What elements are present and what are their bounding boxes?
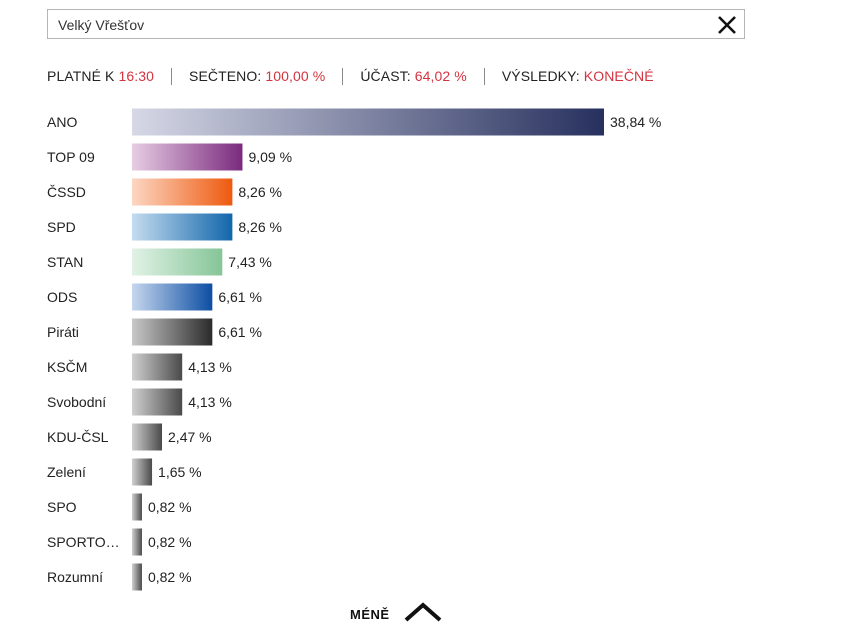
show-less-label: MÉNĚ bbox=[350, 607, 390, 622]
result-bar bbox=[132, 458, 153, 486]
result-bar bbox=[132, 423, 163, 451]
result-bar bbox=[132, 178, 233, 206]
status-valid-at: PLATNÉ K 16:30 bbox=[47, 68, 154, 84]
result-value-label: 4,13 % bbox=[188, 394, 232, 410]
municipality-search-field[interactable]: Velký Vřešťov bbox=[47, 9, 745, 39]
search-value: Velký Vřešťov bbox=[58, 17, 145, 33]
result-value-label: 7,43 % bbox=[228, 254, 272, 270]
party-label: Piráti bbox=[47, 324, 79, 340]
status-turnout-value: 64,02 % bbox=[414, 68, 467, 84]
party-label: KDU-ČSL bbox=[47, 429, 109, 445]
result-value-label: 6,61 % bbox=[218, 289, 262, 305]
status-turnout: ÚČAST: 64,02 % bbox=[360, 68, 466, 84]
party-label: Svobodní bbox=[47, 394, 106, 410]
party-label: SPD bbox=[47, 219, 76, 235]
status-divider bbox=[483, 67, 485, 85]
result-bar bbox=[132, 248, 223, 276]
result-bar bbox=[132, 283, 213, 311]
result-value-label: 9,09 % bbox=[248, 149, 292, 165]
result-bar bbox=[132, 563, 142, 591]
result-bar bbox=[132, 213, 233, 241]
party-label: KSČM bbox=[47, 359, 87, 375]
party-label: STAN bbox=[47, 254, 83, 270]
party-label: ANO bbox=[47, 114, 77, 130]
result-value-label: 0,82 % bbox=[148, 569, 192, 585]
result-value-label: 8,26 % bbox=[238, 184, 282, 200]
status-bar: PLATNÉ K 16:30 SEČTENO: 100,00 % ÚČAST: … bbox=[47, 67, 654, 85]
chevron-up-icon bbox=[404, 601, 441, 621]
party-label: Rozumní bbox=[47, 569, 103, 585]
result-bar bbox=[132, 318, 213, 346]
result-value-label: 6,61 % bbox=[218, 324, 262, 340]
status-counted-label: SEČTENO: bbox=[189, 68, 262, 84]
result-bar bbox=[132, 108, 604, 136]
status-valid-time: 16:30 bbox=[118, 68, 154, 84]
result-bar bbox=[132, 493, 142, 521]
party-label: TOP 09 bbox=[47, 149, 95, 165]
status-results: VÝSLEDKY: KONEČNÉ bbox=[502, 68, 654, 84]
status-counted-value: 100,00 % bbox=[265, 68, 326, 84]
show-less-button[interactable]: MÉNĚ bbox=[350, 601, 442, 622]
status-results-label: VÝSLEDKY: bbox=[501, 68, 580, 84]
result-value-label: 8,26 % bbox=[238, 219, 282, 235]
party-label: SPORTO… bbox=[47, 534, 120, 550]
results-bar-chart: ANO 38,84 % TOP 09 9,09 % ČSSD 8,26 % SPD 8,26 … bbox=[47, 108, 661, 591]
party-label: Zelení bbox=[47, 464, 86, 480]
party-label: ČSSD bbox=[47, 184, 86, 200]
result-value-label: 1,65 % bbox=[158, 464, 202, 480]
result-bar bbox=[132, 528, 142, 556]
result-value-label: 2,47 % bbox=[168, 429, 212, 445]
result-bar bbox=[132, 388, 183, 416]
result-value-label: 0,82 % bbox=[148, 499, 192, 515]
status-divider bbox=[171, 67, 172, 85]
status-results-value: KONEČNÉ bbox=[583, 68, 654, 84]
party-label: ODS bbox=[47, 289, 77, 305]
result-value-label: 0,82 % bbox=[148, 534, 192, 550]
status-turnout-label: ÚČAST: bbox=[360, 68, 411, 84]
result-bar bbox=[132, 353, 183, 381]
result-value-label: 38,84 % bbox=[610, 114, 661, 130]
chart-bars-group: ANO 38,84 % TOP 09 9,09 % ČSSD 8,26 % SPD 8,26 … bbox=[47, 108, 661, 591]
result-value-label: 4,13 % bbox=[188, 359, 232, 375]
status-divider bbox=[342, 67, 344, 85]
status-counted: SEČTENO: 100,00 % bbox=[189, 68, 325, 84]
close-icon[interactable] bbox=[714, 12, 740, 38]
party-label: SPO bbox=[47, 499, 77, 515]
result-bar bbox=[132, 143, 243, 171]
status-valid-label: PLATNÉ K bbox=[47, 68, 115, 84]
